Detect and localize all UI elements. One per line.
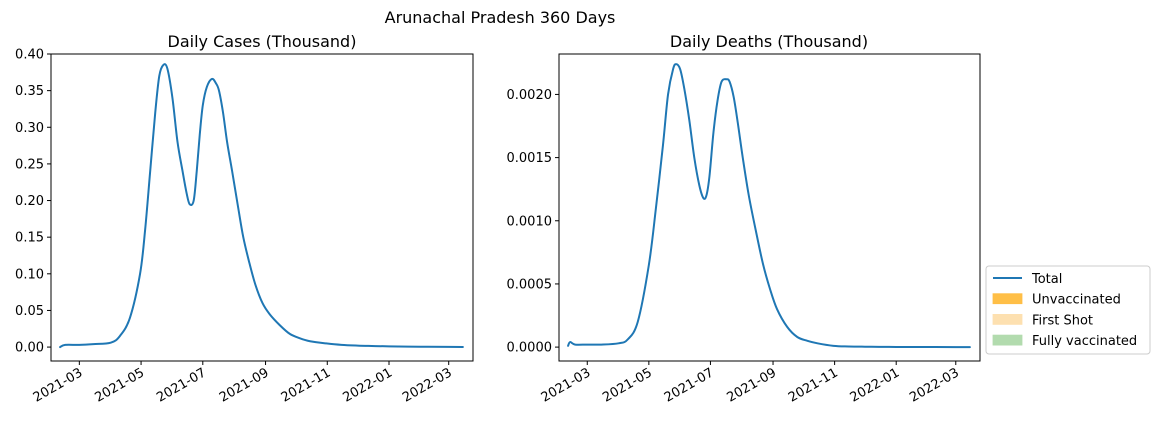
legend-swatch-unvaccinated bbox=[992, 293, 1023, 305]
legend-label-unvaccinated: Unvaccinated bbox=[1032, 293, 1121, 308]
y-tick-label: 0.10 bbox=[15, 267, 44, 282]
x-tick-label: 2022-03 bbox=[400, 365, 455, 405]
x-tick-label: 2021-11 bbox=[279, 365, 334, 405]
y-axis-daily-deaths: 0.0000 0.0005 0.0010 0.0015 0.0020 bbox=[507, 88, 559, 356]
y-tick-label: 0.40 bbox=[15, 48, 44, 63]
x-tick-label: 2022-01 bbox=[340, 365, 395, 405]
panel-daily-deaths: Daily Deaths (Thousand) 2021-03 2021-05 20… bbox=[507, 32, 981, 406]
x-tick-label: 2021-07 bbox=[154, 365, 209, 405]
y-axis-daily-cases: 0.00 0.05 0.10 0.15 0.20 0.25 0.30 0.35 0.40 bbox=[15, 48, 51, 356]
x-tick-label: 2021-03 bbox=[31, 365, 86, 405]
x-tick-label: 2021-11 bbox=[786, 365, 841, 405]
y-tick-label: 0.0015 bbox=[507, 151, 553, 166]
x-tick-label: 2021-05 bbox=[93, 365, 148, 405]
y-tick-label: 0.0020 bbox=[507, 88, 553, 103]
y-tick-label: 0.30 bbox=[15, 121, 44, 136]
legend-label-first-shot: First Shot bbox=[1032, 313, 1093, 328]
series-line-total-daily-deaths-thousand bbox=[567, 63, 971, 349]
legend-swatch-fully-vaccinated bbox=[992, 334, 1023, 346]
x-tick-label: 2022-03 bbox=[907, 365, 962, 405]
y-tick-label: 0.20 bbox=[15, 194, 44, 209]
x-axis-daily-deaths: 2021-03 2021-05 2021-07 2021-09 2021-11 2022-… bbox=[539, 361, 962, 406]
plot-area-daily-cases bbox=[50, 53, 474, 362]
x-tick-label: 2021-09 bbox=[724, 365, 779, 405]
x-tick-label: 2021-05 bbox=[600, 365, 655, 405]
figure-title: Arunachal Pradesh 360 Days bbox=[385, 8, 616, 27]
y-tick-label: 0.0000 bbox=[507, 341, 553, 356]
series-group-daily-cases bbox=[59, 63, 464, 349]
x-axis-daily-cases: 2021-03 2021-05 2021-07 2021-09 2021-11 2022-… bbox=[31, 361, 455, 406]
x-tick-label: 2022-01 bbox=[848, 365, 903, 405]
legend-frame bbox=[985, 265, 1151, 355]
y-tick-label: 0.35 bbox=[15, 84, 44, 99]
plot-area-daily-deaths bbox=[558, 53, 981, 362]
series-line-total-daily-cases-thousand bbox=[59, 63, 464, 349]
x-tick-label: 2021-07 bbox=[662, 365, 717, 405]
y-tick-label: 0.0005 bbox=[507, 277, 553, 292]
y-tick-label: 0.05 bbox=[15, 304, 44, 319]
y-tick-label: 0.15 bbox=[15, 231, 44, 246]
y-tick-label: 0.0010 bbox=[507, 214, 553, 229]
legend-swatch-first-shot bbox=[992, 313, 1023, 325]
legend-label-fully-vaccinated: Fully vaccinated bbox=[1032, 334, 1137, 349]
legend-label-total: Total bbox=[1031, 272, 1062, 287]
x-tick-label: 2021-09 bbox=[217, 365, 272, 405]
panel-daily-cases: Daily Cases (Thousand) 2021-03 2021-05 202… bbox=[15, 32, 474, 406]
y-tick-label: 0.00 bbox=[15, 341, 44, 356]
series-group-daily-deaths bbox=[567, 63, 971, 349]
legend: Total Unvaccinated First Shot Fully vaccina… bbox=[985, 265, 1151, 355]
x-tick-label: 2021-03 bbox=[539, 365, 594, 405]
panel-title-daily-cases: Daily Cases (Thousand) bbox=[168, 32, 357, 51]
y-tick-label: 0.25 bbox=[15, 157, 44, 172]
panel-title-daily-deaths: Daily Deaths (Thousand) bbox=[670, 32, 868, 51]
